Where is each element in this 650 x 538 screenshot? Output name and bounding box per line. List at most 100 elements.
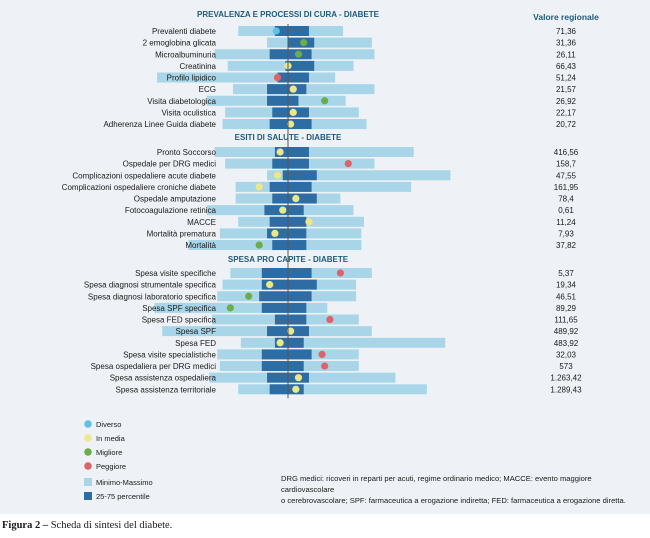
status-dot — [276, 148, 284, 156]
row-value: 47,55 — [556, 171, 577, 180]
footnote: DRG medici: ricoveri in reparti per acut… — [281, 473, 631, 506]
row-value: 111,65 — [554, 316, 578, 325]
legend-in-media-marker — [84, 434, 92, 442]
row-value: 1.263,42 — [550, 374, 582, 383]
row-value: 20,72 — [556, 120, 577, 129]
row-value: 0,61 — [558, 206, 574, 215]
range-bar — [238, 384, 427, 395]
iqr-bar — [267, 228, 307, 239]
row-label: Spesa visite specialistiche — [123, 350, 216, 359]
row-label: Visita oculistica — [161, 108, 216, 117]
row-value: 66,43 — [556, 62, 577, 71]
row-value: 161,95 — [554, 183, 579, 192]
status-dot — [344, 160, 352, 168]
row-value: 416,56 — [554, 148, 579, 157]
iqr-bar — [261, 268, 312, 278]
iqr-bar — [274, 337, 304, 348]
row-value: 37,82 — [556, 241, 577, 250]
row-label: Spesa ospedaliera per DRG medici — [91, 362, 217, 371]
status-dot — [292, 194, 300, 203]
legend-peggiore-marker — [84, 462, 92, 470]
row-label: Spesa assistenza ospedaliera — [110, 374, 217, 383]
row-label: Spesa SPF specifica — [142, 304, 216, 313]
status-dot — [300, 39, 308, 47]
iqr-bar — [272, 240, 307, 251]
row-label: Spesa diagnosi strumentale specifica — [84, 281, 217, 290]
status-dot — [276, 339, 284, 347]
iqr-bar — [274, 314, 307, 325]
row-label: Pronto Soccorso — [157, 148, 217, 157]
row-label: Mortalità — [185, 241, 216, 250]
legend-diverso-label: Diverso — [96, 420, 121, 429]
row-value: 31,36 — [556, 39, 577, 48]
footnote-line-1: DRG medici: ricoveri in reparti per acut… — [281, 474, 592, 494]
legend-range-label: Minimo-Massimo — [96, 478, 153, 487]
row-value: 26,92 — [556, 97, 577, 106]
status-dot — [318, 350, 326, 359]
status-dot — [255, 183, 263, 191]
legend-iqr-marker — [84, 492, 92, 500]
status-dot — [255, 241, 263, 249]
status-dot — [326, 315, 334, 324]
status-dot — [321, 362, 329, 370]
status-dot — [289, 108, 297, 117]
row-label: Spesa SPF — [176, 327, 217, 336]
chart-svg: Valore regionale PREVALENZA E PROCESSI DI… — [62, 10, 599, 501]
value-header: Valore regionale — [533, 12, 599, 22]
row-label: Profilo lipidico — [167, 74, 217, 83]
row-value: 89,29 — [556, 304, 577, 313]
range-bar — [157, 72, 336, 83]
legend-peggiore-label: Peggiore — [96, 462, 126, 471]
iqr-bar — [261, 279, 317, 290]
row-label: Microalbuminuria — [155, 50, 216, 59]
row-value: 7,93 — [558, 229, 574, 238]
iqr-bar — [277, 72, 309, 83]
caption-prefix: Figura 2 – — [2, 520, 49, 531]
row-value: 71,36 — [556, 27, 577, 36]
row-label: Spesa FED — [175, 339, 216, 348]
row-value: 483,92 — [554, 339, 579, 348]
row-label: Mortalità prematura — [147, 229, 217, 238]
iqr-bar — [274, 26, 309, 36]
status-dot — [289, 85, 297, 93]
status-dot — [271, 229, 279, 238]
iqr-bar — [261, 361, 304, 372]
status-dot — [245, 292, 253, 300]
status-dot — [292, 385, 300, 393]
caption-text: Scheda di sintesi del diabete. — [50, 520, 173, 531]
row-value: 573 — [559, 362, 573, 371]
iqr-bar — [259, 291, 312, 302]
status-dot — [272, 27, 280, 35]
iqr-bar — [261, 302, 307, 313]
status-dot — [273, 171, 282, 179]
row-value: 19,34 — [556, 281, 577, 290]
range-bar — [154, 302, 328, 313]
status-dot — [279, 206, 287, 214]
row-value: 22,17 — [556, 108, 577, 117]
row-label: MACCE — [187, 218, 216, 227]
status-dot — [294, 50, 303, 58]
row-value: 51,24 — [556, 74, 577, 83]
iqr-bar — [285, 60, 315, 71]
iqr-bar — [267, 84, 307, 95]
row-label: Spesa visite specifiche — [135, 269, 216, 278]
row-value: 1.289,43 — [550, 385, 582, 394]
row-value: 5,37 — [558, 269, 574, 278]
row-label: Complicazioni ospedaliere acute diabete — [72, 171, 216, 180]
row-value: 46,51 — [556, 292, 577, 301]
chart-panel: Valore regionale PREVALENZA E PROCESSI DI… — [0, 0, 650, 514]
status-dot — [321, 97, 329, 105]
range-bar — [214, 147, 414, 157]
legend-in-media-label: In media — [96, 434, 126, 443]
legend-migliore-marker — [84, 448, 92, 456]
row-label: Visita diabetologica — [147, 97, 216, 106]
row-value: 158,7 — [556, 160, 577, 169]
legend-migliore-label: Migliore — [96, 448, 122, 457]
status-dot — [294, 374, 303, 382]
legend-range-marker — [84, 478, 92, 486]
iqr-bar — [267, 95, 299, 106]
row-label: Spesa FED specifica — [142, 316, 217, 325]
iqr-bar — [269, 384, 304, 395]
figure-caption: Figura 2 – Scheda di sintesi del diabete… — [2, 520, 172, 531]
range-bar — [267, 170, 451, 181]
